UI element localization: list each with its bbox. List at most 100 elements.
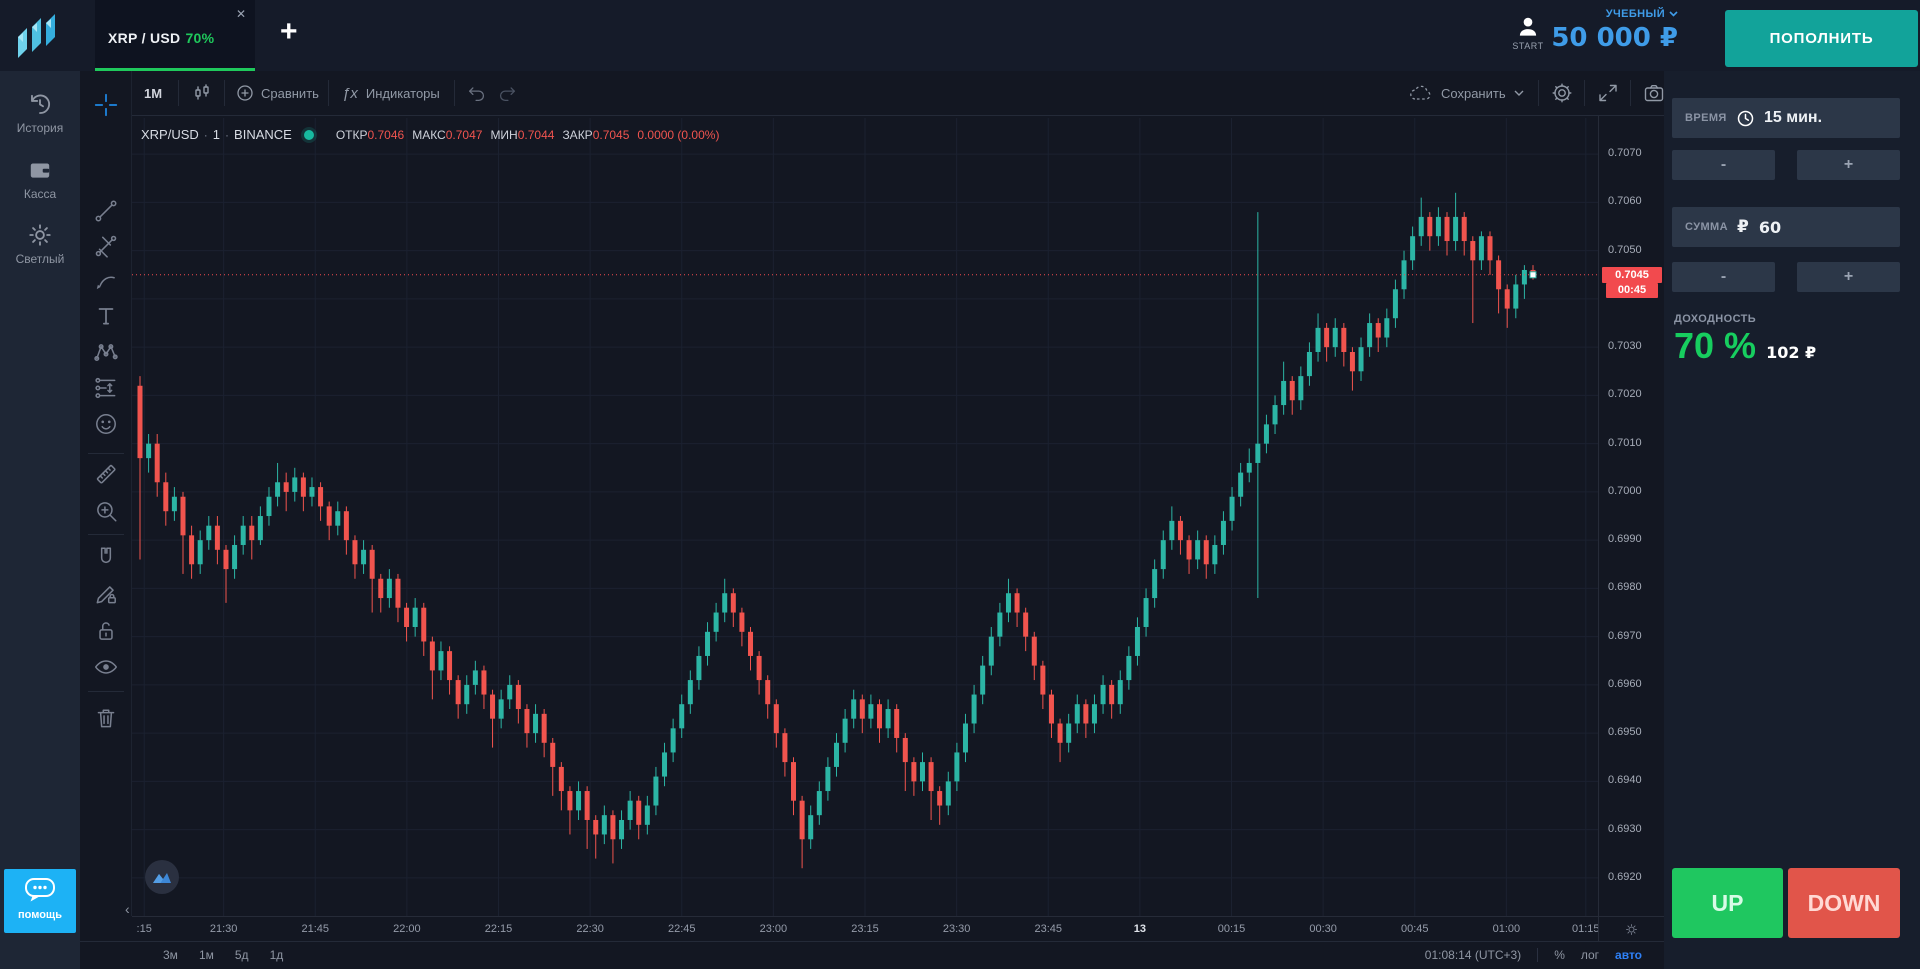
time-plus-button[interactable]: +	[1797, 150, 1900, 180]
time-field-label: ВРЕМЯ	[1685, 112, 1727, 124]
chat-bubble-icon	[25, 878, 55, 902]
price-tick: 0.6960	[1608, 677, 1642, 690]
range-3m[interactable]: 3м	[163, 948, 178, 962]
help-button[interactable]: помощь	[4, 869, 76, 933]
emoji-tool-button[interactable]	[93, 411, 119, 437]
low-label: МИН	[490, 127, 518, 142]
log-scale-button[interactable]: лог	[1580, 948, 1600, 962]
toolbar-separator	[88, 691, 124, 692]
tab-close-icon[interactable]: ✕	[235, 7, 246, 21]
down-button[interactable]: DOWN	[1788, 868, 1900, 938]
forecast-tool-button[interactable]	[93, 375, 119, 401]
time-tick: 21:45	[301, 923, 330, 935]
compare-button[interactable]: Сравнить	[236, 71, 319, 115]
account-start-label: START	[1512, 41, 1544, 51]
magnet-tool-button[interactable]	[93, 545, 119, 571]
chevron-down-icon	[1669, 8, 1678, 20]
lock-all-drawings-button[interactable]	[93, 618, 119, 644]
mountain-icon	[153, 873, 171, 883]
range-1d[interactable]: 1д	[269, 948, 284, 962]
legend-symbol[interactable]: XRP/USD	[141, 127, 199, 142]
time-minus-button[interactable]: -	[1672, 150, 1775, 180]
change-value: 0.0000 (0.00%)	[637, 127, 720, 142]
help-label: помощь	[18, 909, 62, 921]
account-type[interactable]: УЧЕБНЫЙ	[1550, 8, 1678, 20]
chart-style-button[interactable]	[190, 71, 214, 115]
toolbar-collapse-handle[interactable]: ‹	[125, 901, 130, 917]
time-tick: :15	[136, 923, 152, 935]
add-tab-button[interactable]: +	[280, 15, 298, 48]
screenshot-button[interactable]	[1642, 71, 1666, 115]
price-tick: 0.6990	[1608, 533, 1642, 546]
interval-button[interactable]: 1М	[144, 85, 163, 101]
xabcd-pattern-tool-button[interactable]	[93, 339, 119, 365]
price-tick: 0.7010	[1608, 436, 1642, 449]
redo-button[interactable]	[496, 71, 518, 115]
sidebar-item-history[interactable]: История	[0, 91, 80, 135]
deposit-button[interactable]: ПОПОЛНИТЬ	[1725, 10, 1918, 67]
user-icon	[1519, 17, 1537, 36]
drawing-mode-lock-tool-button[interactable]	[93, 581, 119, 607]
high-label: МАКС	[412, 127, 446, 142]
sidebar-item-cashier[interactable]: Касса	[0, 157, 80, 201]
time-tick: 01:15	[1572, 923, 1600, 935]
time-field[interactable]: ВРЕМЯ 15 мин.	[1672, 98, 1900, 138]
save-layout-button[interactable]: Сохранить	[1408, 71, 1524, 115]
auto-scale-button[interactable]: авто	[1615, 948, 1642, 962]
hide-all-drawings-button[interactable]	[93, 654, 119, 680]
indicators-button[interactable]: ƒx Индикаторы	[342, 84, 440, 102]
percent-scale-button[interactable]: %	[1554, 948, 1565, 962]
remove-all-drawings-button[interactable]	[93, 705, 119, 731]
ruble-icon: ₽	[1737, 217, 1749, 237]
zoom-in-tool-button[interactable]	[93, 498, 119, 524]
gann-fib-tool-button[interactable]	[93, 233, 119, 259]
header-bar: XRP / USD 70% ✕ + START УЧЕБНЫЙ 50 000 ₽ …	[0, 0, 1920, 71]
brush-tool-button[interactable]	[93, 268, 119, 294]
time-tick: 23:15	[851, 923, 879, 935]
range-5d[interactable]: 5д	[234, 948, 249, 962]
open-value: 0.7046	[367, 127, 405, 142]
amount-minus-button[interactable]: -	[1672, 262, 1775, 292]
app-logo-icon[interactable]	[14, 10, 60, 62]
time-field-value: 15 мин.	[1764, 109, 1823, 126]
axis-settings-icon	[1626, 924, 1637, 935]
asset-symbol: XRP / USD	[108, 30, 181, 46]
balance-block[interactable]: УЧЕБНЫЙ 50 000 ₽	[1550, 8, 1678, 53]
time-tick: 00:15	[1217, 923, 1246, 935]
candlestick-chart[interactable]	[132, 118, 1598, 916]
amount-field[interactable]: СУММА ₽ 60	[1672, 207, 1900, 247]
price-tick: 0.7070	[1608, 147, 1642, 160]
asset-payout: 70%	[185, 30, 215, 46]
undo-button[interactable]	[466, 71, 488, 115]
chart-watermark-logo[interactable]	[145, 860, 179, 894]
account-menu[interactable]: START	[1503, 14, 1553, 51]
range-1m[interactable]: 1м	[198, 948, 214, 962]
asset-tab[interactable]: XRP / USD 70% ✕	[95, 0, 255, 71]
chevron-down-icon	[1514, 90, 1524, 96]
clock-utc[interactable]: 01:08:14 (UTC+3)	[1424, 948, 1522, 962]
crosshair-tool-button[interactable]	[93, 92, 119, 118]
up-button[interactable]: UP	[1672, 868, 1783, 938]
drawing-toolbar	[80, 71, 132, 916]
chart-settings-button[interactable]	[1550, 71, 1574, 115]
price-tick: 0.7030	[1608, 340, 1642, 353]
time-tick: 23:45	[1034, 923, 1063, 935]
trend-line-tool-button[interactable]	[93, 198, 119, 224]
amount-plus-button[interactable]: +	[1797, 262, 1900, 292]
time-tick: 23:30	[942, 923, 971, 935]
fullscreen-button[interactable]	[1596, 71, 1620, 115]
separator	[1537, 948, 1539, 962]
chart-canvas[interactable]: XRP/USD · 1 · BINANCE ОТКР 0.7046 МАКС 0.7…	[125, 116, 1598, 917]
sidebar-item-theme[interactable]: Светлый	[0, 222, 80, 266]
high-value: 0.7047	[445, 127, 483, 142]
current-price-label: 0.7045	[1602, 266, 1662, 283]
price-tick: 0.6970	[1608, 629, 1642, 642]
time-axis[interactable]: :15 21:30 21:45 22:00 22:15 22:30 22:45 23:00 23…	[132, 916, 1600, 941]
text-tool-button[interactable]	[93, 303, 119, 329]
ruler-tool-button[interactable]	[93, 461, 119, 487]
price-axis[interactable]: 0.7045 00:45 0.7070 0.7060 0.7050 0.7030 0.7…	[1598, 116, 1664, 916]
toolbar-separator	[178, 80, 179, 106]
axis-settings-corner[interactable]	[1598, 916, 1664, 941]
toolbar-separator	[1584, 80, 1585, 106]
